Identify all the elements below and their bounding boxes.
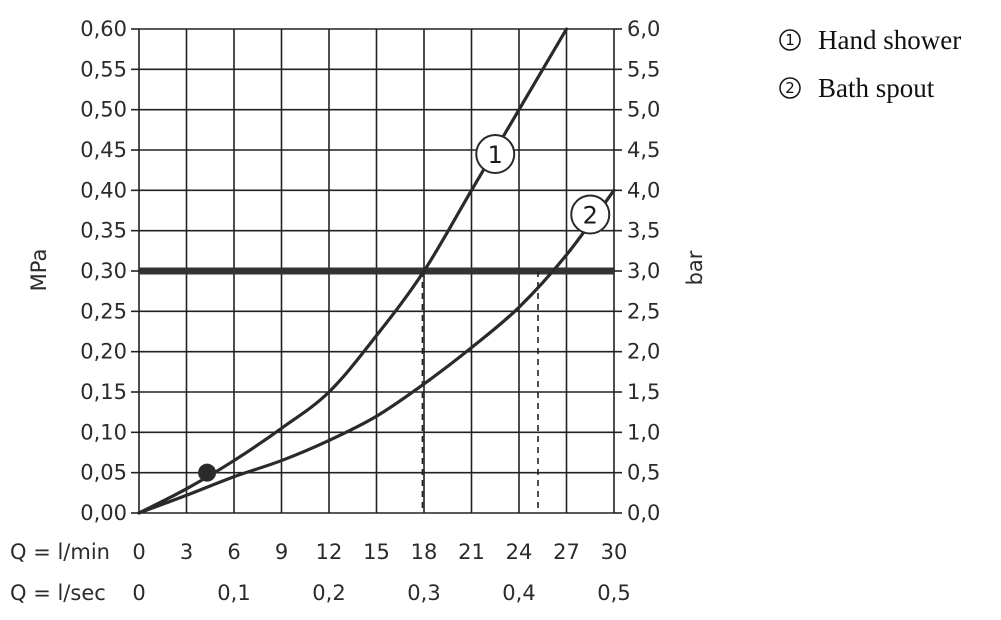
curve-label-circle-1 [475, 134, 516, 175]
x-tick-label-primary-4: 12 [316, 540, 343, 564]
reference-lines [139, 267, 614, 513]
x-tick-label-secondary-5: 0,5 [597, 581, 630, 605]
y-tick-label-right-5: 2,5 [627, 299, 660, 323]
y-tick-label-right-4: 2,0 [627, 340, 660, 364]
y-tick-label-left-9: 0,45 [80, 138, 127, 162]
x-tick-label-secondary-0: 0 [132, 581, 145, 605]
legend-number-2: 2 [785, 79, 795, 97]
y-tick-label-right-0: 0,0 [627, 501, 660, 525]
y-tick-label-left-4: 0,20 [80, 340, 127, 364]
y-tick-label-left-11: 0,55 [80, 57, 127, 81]
y-axis-right-title: bar [683, 250, 707, 285]
y-tick-label-right-9: 4,5 [627, 138, 660, 162]
y-tick-label-right-3: 1,5 [627, 380, 660, 404]
x-tick-label-primary-3: 9 [275, 540, 288, 564]
legend-label-bath-spout: Bath spout [818, 73, 935, 103]
legend-number-circle-1 [779, 29, 801, 51]
x-tick-label-secondary-4: 0,4 [502, 581, 535, 605]
x-axis-primary-title: Q = l/min [10, 540, 110, 564]
y-axis-left-title: MPa [27, 249, 51, 292]
legend-label-hand-shower: Hand shower [818, 25, 961, 55]
y-tick-label-left-2: 0,10 [80, 420, 127, 444]
x-tick-label-primary-6: 18 [411, 540, 438, 564]
x-tick-label-primary-5: 15 [363, 540, 390, 564]
y-tick-label-left-10: 0,50 [80, 98, 127, 122]
y-tick-label-right-10: 5,0 [627, 98, 660, 122]
series-lines: 12 [137, 27, 616, 515]
x-tick-label-primary-1: 3 [180, 540, 193, 564]
y-tick-label-right-1: 0,5 [627, 461, 660, 485]
y-tick-label-left-7: 0,35 [80, 219, 127, 243]
y-tick-label-left-8: 0,40 [80, 178, 127, 202]
x-tick-label-primary-9: 27 [553, 540, 580, 564]
x-tick-label-primary-8: 24 [506, 540, 533, 564]
series-line-2 [137, 188, 616, 515]
y-tick-label-right-8: 4,0 [627, 178, 660, 202]
y-tick-label-left-12: 0,60 [80, 17, 127, 41]
x-tick-label-secondary-1: 0,1 [217, 581, 250, 605]
y-tick-label-left-1: 0,05 [80, 461, 127, 485]
curve-label-circle-2 [570, 194, 611, 235]
x-tick-label-secondary-3: 0,3 [407, 581, 440, 605]
marker-point [198, 463, 217, 482]
y-tick-label-left-6: 0,30 [80, 259, 127, 283]
x-tick-label-primary-10: 30 [601, 540, 628, 564]
curve-label-2: 2 [583, 202, 598, 230]
y-tick-label-left-0: 0,00 [80, 501, 127, 525]
y-tick-label-right-11: 5,5 [627, 57, 660, 81]
curve-label-1: 1 [488, 141, 503, 169]
y-tick-label-right-6: 3,0 [627, 259, 660, 283]
legend-item-hand-shower: 1 Hand shower [779, 25, 961, 55]
y-tick-label-right-2: 1,0 [627, 420, 660, 444]
x-tick-label-primary-2: 6 [227, 540, 240, 564]
y-tick-label-left-5: 0,25 [80, 299, 127, 323]
y-tick-label-right-12: 6,0 [627, 17, 660, 41]
legend-number-circle-2 [779, 77, 801, 99]
x-tick-label-primary-7: 21 [458, 540, 485, 564]
y-tick-label-left-3: 0,15 [80, 380, 127, 404]
axes: 0,000,050,100,150,200,250,300,350,400,45… [80, 17, 660, 605]
legend-number-1: 1 [785, 31, 795, 49]
legend-item-bath-spout: 2 Bath spout [779, 73, 935, 103]
x-axis-secondary-title: Q = l/sec [10, 581, 106, 605]
y-tick-label-right-7: 3,5 [627, 219, 660, 243]
legend: 1 Hand shower 2 Bath spout [779, 25, 961, 103]
x-tick-label-primary-0: 0 [132, 540, 145, 564]
x-tick-label-secondary-2: 0,2 [312, 581, 345, 605]
